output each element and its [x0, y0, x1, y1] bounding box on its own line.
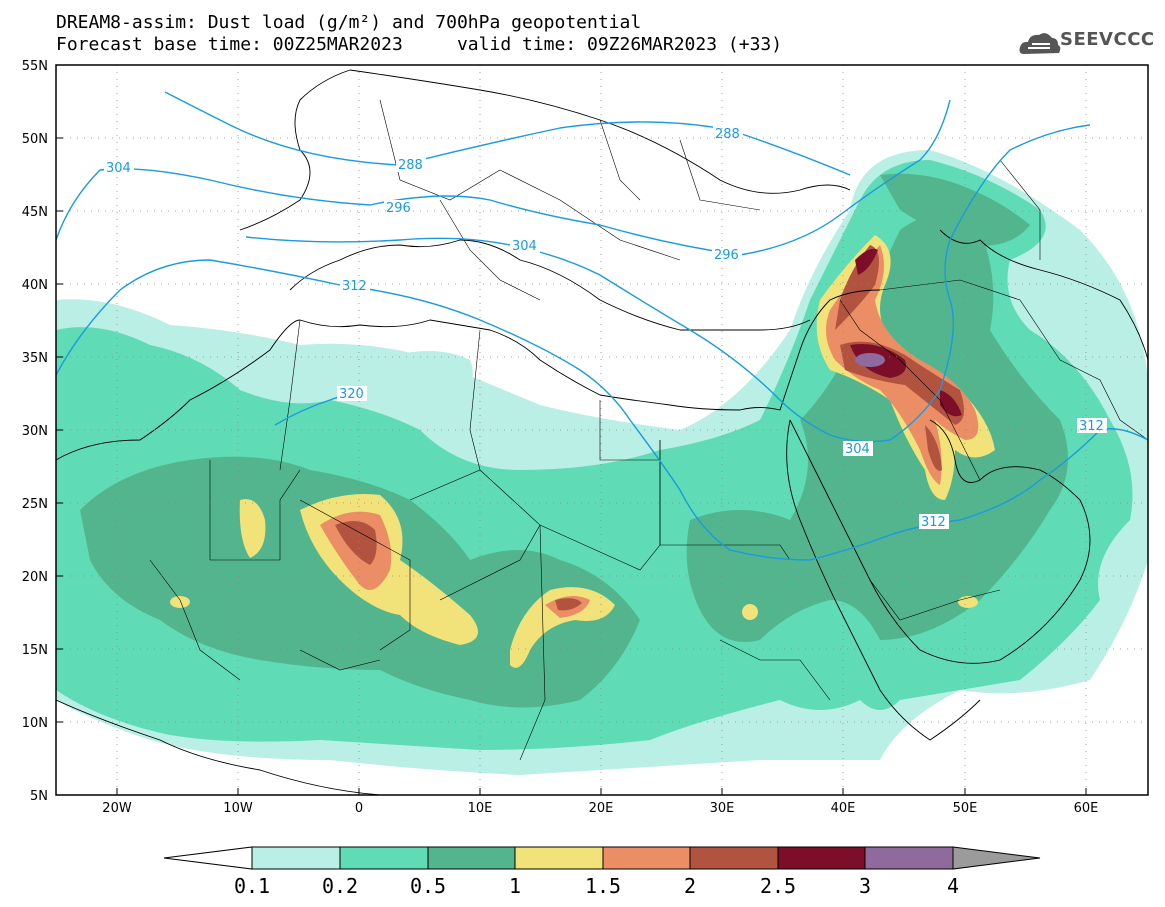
colorbar-segment: [777, 846, 866, 870]
map-subtitle: Forecast base time: 00Z25MAR2023 valid t…: [56, 34, 783, 55]
contour-label: 320: [339, 387, 364, 402]
lat-label: 40N: [22, 278, 48, 293]
colorbar-segment: [251, 846, 341, 870]
colorbar-segment-above: [952, 846, 1041, 870]
colorbar-labels: 0.1 0.2 0.5 1 1.5 2 2.5 3 4: [234, 874, 959, 898]
colorbar-tick: 2: [684, 874, 696, 898]
colorbar-tick: 0.2: [322, 874, 358, 898]
lon-label: 10E: [468, 801, 493, 816]
contour-label: 312: [342, 279, 367, 294]
colorbar-tick: 1.5: [585, 874, 621, 898]
lat-label: 5N: [30, 789, 48, 804]
geopotential-contours: [56, 91, 1148, 561]
contour-label: 296: [386, 201, 411, 216]
axis-ticks: [56, 137, 1087, 795]
lat-label: 25N: [22, 497, 48, 512]
colorbar-tick: 2.5: [760, 874, 796, 898]
contour-label-boxes: [104, 126, 1107, 529]
colorbar-tick: 0.5: [410, 874, 446, 898]
colorbar-segment-below: [163, 846, 253, 870]
lon-label: 50E: [953, 801, 978, 816]
contour-label: 288: [715, 127, 740, 142]
lon-label: 20E: [589, 801, 614, 816]
colorbar-tick: 3: [859, 874, 871, 898]
contour-label: 304: [845, 442, 870, 457]
lon-label: 0: [355, 801, 363, 816]
lat-label: 35N: [22, 351, 48, 366]
lat-label: 50N: [22, 132, 48, 147]
colorbar-segment: [427, 846, 516, 870]
contour-labels: 288 288 304 296 296 304 312 320 304 312 …: [106, 127, 1104, 530]
lat-label: 30N: [22, 424, 48, 439]
colorbar-segment: [864, 846, 954, 870]
dust-field-2.5-mideast: [850, 248, 962, 417]
lon-label: 40E: [831, 801, 856, 816]
dust-field-2-sahara: [335, 521, 377, 565]
dust-field-2-chad: [555, 598, 582, 611]
colorbar-segment: [689, 846, 779, 870]
dust-field-3-iraq: [855, 353, 885, 367]
dust-field-0.5-east: [686, 215, 1068, 642]
dust-field-0.5-north: [880, 173, 1030, 246]
dust-field-1-chad: [510, 587, 615, 668]
colorbar-tick: 1: [509, 874, 521, 898]
logo-text: SEEVCCC: [1060, 29, 1155, 50]
lat-label: 15N: [22, 643, 48, 658]
dust-field-0.1-alps: [395, 351, 473, 400]
lat-label: 20N: [22, 570, 48, 585]
contour-label: 312: [1079, 419, 1104, 434]
contour-label: 304: [106, 161, 131, 176]
country-borders: [149, 99, 1148, 761]
dust-field-1-small-b: [742, 604, 758, 620]
lon-label: 30E: [710, 801, 735, 816]
latitude-labels: 55N 50N 45N 40N 35N 30N 25N 20N 15N 10N …: [22, 59, 48, 804]
longitude-labels: 20W 10W 0 10E 20E 30E 40E 50E 60E: [102, 801, 1098, 816]
lon-label: 10W: [223, 801, 253, 816]
graticule: [56, 65, 1148, 795]
dust-field-1-small-a: [170, 596, 190, 608]
colorbar-segment: [602, 846, 691, 870]
contour-label: 304: [512, 239, 537, 254]
map-title: DREAM8-assim: Dust load (g/m²) and 700hP…: [56, 12, 642, 33]
lat-label: 10N: [22, 716, 48, 731]
lat-label: 45N: [22, 205, 48, 220]
colorbar-tick: 0.1: [234, 874, 270, 898]
cloud-icon: [1019, 33, 1061, 54]
dust-field-1-mauritania: [239, 499, 266, 558]
colorbar-segment: [339, 846, 429, 870]
lon-label: 60E: [1074, 801, 1099, 816]
contour-label: 288: [398, 158, 423, 173]
contour-label: 296: [714, 248, 739, 263]
lon-label: 20W: [102, 801, 132, 816]
dust-fields: 288 288 304 296 296 304 312 320 304 312 …: [56, 65, 1148, 795]
contour-label: 312: [921, 515, 946, 530]
colorbar-tick: 4: [947, 874, 959, 898]
colorbar: [163, 846, 1041, 870]
lat-label: 55N: [22, 59, 48, 74]
colorbar-segment: [514, 846, 604, 870]
